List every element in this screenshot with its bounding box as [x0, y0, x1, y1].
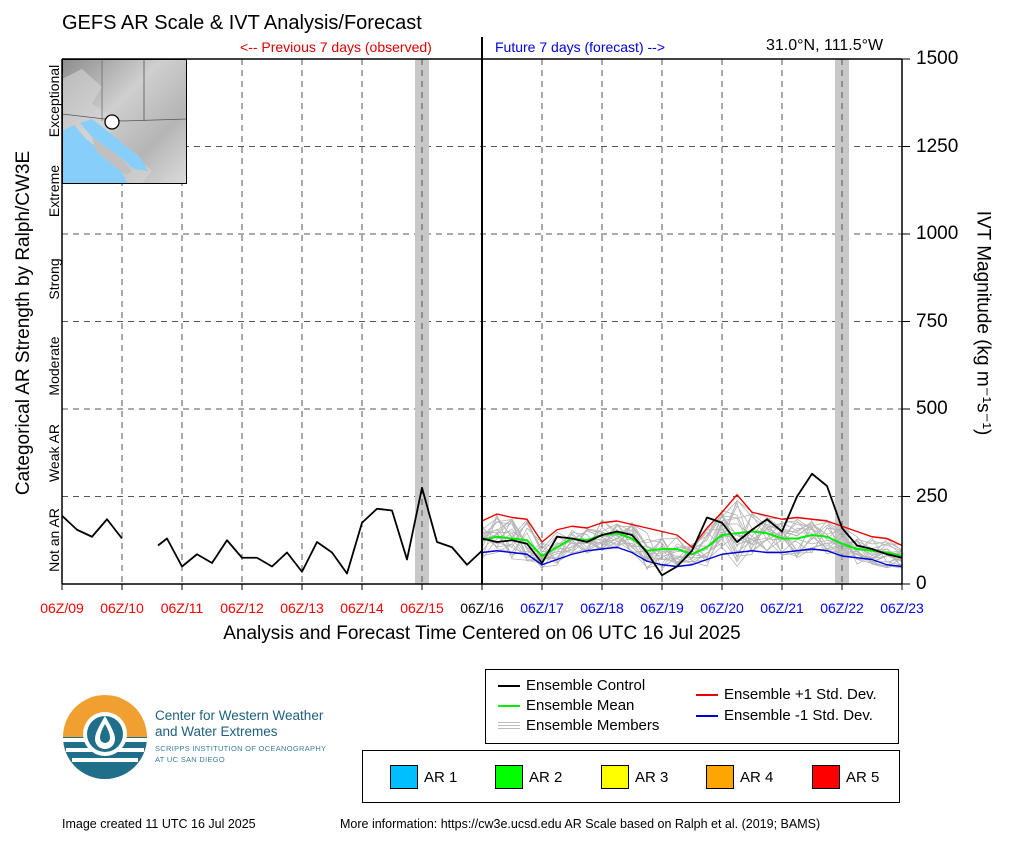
legend-ar3: AR 3	[601, 765, 668, 789]
y-tick-label: 1500	[916, 48, 959, 69]
x-axis-title: Analysis and Forecast Time Centered on 0…	[223, 623, 741, 644]
category-label: Weak AR	[46, 423, 62, 483]
coordinates-label: 31.0°N, 111.5°W	[766, 37, 884, 54]
minus-std-line	[481, 546, 903, 568]
location-marker	[104, 114, 120, 130]
observed-line-segment	[61, 515, 123, 540]
category-label: Exceptional	[46, 64, 62, 138]
y-left-axis-title: Categorical AR Strength by Ralph/CW3E	[13, 150, 34, 496]
category-label: Extreme	[46, 164, 62, 218]
y-tick-label: 250	[916, 486, 948, 507]
x-tick-label: 06Z/21	[760, 600, 804, 616]
series-legend: Ensemble Control Ensemble Mean Ensemble …	[485, 669, 899, 744]
legend-ar2: AR 2	[495, 765, 562, 789]
y-right-axis-title: IVT Magnitude (kg m⁻¹s⁻¹)	[972, 210, 994, 436]
ensemble-member-line	[481, 512, 903, 563]
x-tick-label: 06Z/13	[280, 600, 324, 616]
legend-mean: Ensemble Mean	[498, 697, 634, 714]
series-lines	[61, 472, 903, 577]
ar-shading-band	[415, 59, 429, 584]
category-label: Moderate	[46, 336, 62, 396]
legend-members: Ensemble Members	[498, 717, 659, 734]
legend-plus-std: Ensemble +1 Std. Dev.	[696, 686, 877, 703]
x-tick-label: 06Z/17	[520, 600, 564, 616]
ar-scale-legend: AR 1 AR 2 AR 3 AR 4 AR 5	[362, 750, 900, 803]
org-name-line2: and Water Extremes	[155, 724, 278, 739]
legend-minus-std: Ensemble -1 Std. Dev.	[696, 707, 873, 724]
org-affiliation-line2: AT UC SAN DIEGO	[155, 755, 226, 764]
category-label: Strong	[46, 258, 62, 300]
x-tick-label: 06Z/10	[100, 600, 144, 616]
category-label: Not an AR	[46, 508, 62, 572]
ar-shading	[415, 59, 849, 584]
cw3e-logo-icon	[63, 695, 147, 779]
x-tick-label: 06Z/09	[40, 600, 84, 616]
ar-shading-band	[835, 59, 849, 584]
x-tick-label: 06Z/23	[880, 600, 924, 616]
observed-line-segment	[157, 486, 483, 575]
y-tick-label: 0	[916, 573, 927, 594]
x-tick-label: 06Z/20	[700, 600, 744, 616]
legend-ar5: AR 5	[812, 765, 879, 789]
future-days-label: Future 7 days (forecast) -->	[495, 39, 666, 55]
image-created-label: Image created 11 UTC 16 Jul 2025	[62, 817, 256, 831]
x-tick-label: 06Z/14	[340, 600, 384, 616]
chart-title: GEFS AR Scale & IVT Analysis/Forecast	[62, 12, 422, 34]
org-affiliation-line1: SCRIPPS INSTITUTION OF OCEANOGRAPHY	[155, 744, 327, 753]
x-tick-label: 06Z/12	[220, 600, 264, 616]
previous-days-label: <-- Previous 7 days (observed)	[240, 39, 432, 55]
x-tick-label: 06Z/15	[400, 600, 444, 616]
org-name-line1: Center for Western Weather	[155, 708, 324, 723]
y-tick-label: 750	[916, 311, 948, 332]
more-info-label: More information: https://cw3e.ucsd.edu …	[340, 817, 821, 831]
location-inset-map	[62, 59, 187, 184]
control-forecast-line	[481, 472, 903, 577]
y-tick-label: 1250	[916, 136, 959, 157]
x-tick-label: 06Z/22	[820, 600, 864, 616]
y-tick-label: 1000	[916, 223, 959, 244]
x-tick-label: 06Z/11	[160, 600, 204, 616]
x-tick-label: 06Z/19	[640, 600, 684, 616]
ensemble-mean-line	[481, 530, 903, 557]
x-tick-label: 06Z/16	[460, 600, 504, 616]
ensemble-member-line	[481, 505, 903, 567]
legend-control: Ensemble Control	[498, 677, 645, 694]
legend-ar1: AR 1	[390, 765, 457, 789]
ensemble-member-line	[481, 517, 903, 569]
plot-frame	[61, 37, 910, 590]
plus-std-line	[481, 494, 903, 548]
y-tick-label: 500	[916, 398, 948, 419]
legend-ar4: AR 4	[706, 765, 773, 789]
x-tick-label: 06Z/18	[580, 600, 624, 616]
